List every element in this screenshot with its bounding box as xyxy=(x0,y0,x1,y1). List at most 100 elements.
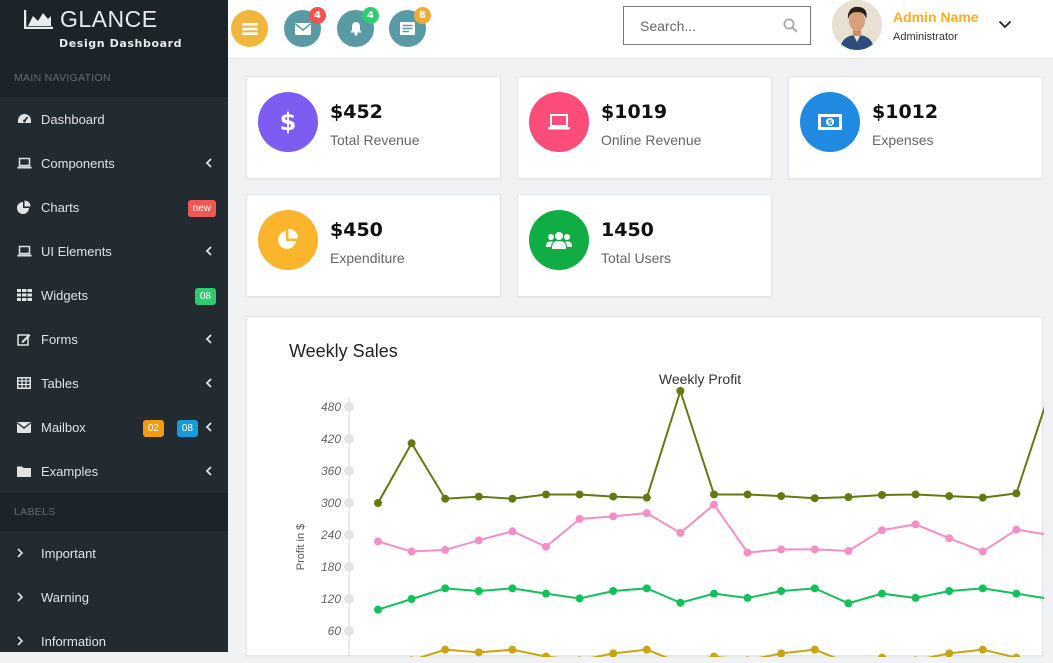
series-2-point xyxy=(945,534,954,543)
pie-chart-icon xyxy=(258,210,318,270)
main-navigation-header: MAIN NAVIGATION xyxy=(0,59,228,97)
sidebar-item-ui-elements[interactable]: UI Elements xyxy=(0,229,228,273)
sidebar-item-widgets[interactable]: Widgets 08 xyxy=(0,273,228,317)
sidebar-item-examples[interactable]: Examples xyxy=(0,449,228,493)
brand[interactable]: GLANCE Design Dashboard xyxy=(0,0,228,59)
user-name[interactable]: Admin Name xyxy=(893,9,979,25)
sidebar-item-dashboard[interactable]: Dashboard xyxy=(0,97,228,141)
y-tick-label: 120 xyxy=(321,592,341,606)
stat-card-total-users: 1450 Total Users xyxy=(517,194,772,297)
avatar[interactable] xyxy=(832,0,882,50)
sidebar-item-label: Examples xyxy=(41,463,99,479)
mailbox-badge-orange: 02 xyxy=(142,420,164,437)
sidebar-item-tables[interactable]: Tables xyxy=(0,361,228,405)
chart-title: Weekly Profit xyxy=(659,371,741,387)
series-4-point xyxy=(878,653,886,657)
stat-card-expenses: $ $1012 Expenses xyxy=(788,76,1043,179)
grid-icon xyxy=(16,288,32,302)
series-1-point xyxy=(710,490,718,499)
topbar: 4 4 8 Admin Name Administrator xyxy=(228,0,1053,59)
series-4-point xyxy=(609,649,618,657)
series-1-point xyxy=(642,493,651,502)
sidebar-item-charts[interactable]: Charts new xyxy=(0,185,228,229)
chevron-left-icon xyxy=(205,378,212,388)
chevron-right-icon xyxy=(17,548,24,558)
tasks-button[interactable]: 8 xyxy=(389,7,431,47)
series-2-point xyxy=(676,528,685,537)
y-tick-label: 60 xyxy=(328,624,342,638)
series-1-point xyxy=(374,499,382,507)
table-icon xyxy=(16,376,32,390)
series-3-point xyxy=(911,593,920,602)
series-1-point xyxy=(844,493,853,502)
sidebar-item-forms[interactable]: Forms xyxy=(0,317,228,361)
series-3-point xyxy=(676,598,685,607)
series-2-point xyxy=(407,547,416,556)
series-1-point xyxy=(441,494,450,503)
series-1-point xyxy=(676,387,685,395)
sidebar-item-components[interactable]: Components xyxy=(0,141,228,185)
series-3-point xyxy=(1012,589,1021,598)
series-3-point xyxy=(777,587,786,595)
y-tick-marker xyxy=(344,498,354,508)
notifications-count-badge: 4 xyxy=(362,7,379,24)
widgets-count-badge: 08 xyxy=(194,288,216,305)
search-input[interactable] xyxy=(624,7,774,44)
label-important[interactable]: Important xyxy=(0,531,228,575)
messages-button[interactable]: 4 xyxy=(284,7,326,47)
search-icon[interactable] xyxy=(783,18,798,33)
user-avatar-image xyxy=(832,0,882,50)
series-2-point xyxy=(642,509,651,518)
chevron-left-icon xyxy=(205,246,212,256)
y-tick-label: 420 xyxy=(321,432,341,446)
label-warning[interactable]: Warning xyxy=(0,575,228,619)
series-1-point xyxy=(575,490,584,499)
series-3-point xyxy=(978,584,987,593)
series-1-point xyxy=(777,492,786,501)
dashboard-icon xyxy=(16,112,32,126)
labels-header: LABELS xyxy=(0,493,228,531)
menu-toggle-button[interactable] xyxy=(231,10,268,47)
label-information[interactable]: Information xyxy=(0,619,228,663)
chevron-right-icon xyxy=(17,592,24,602)
series-2-point xyxy=(474,536,483,545)
series-3-point xyxy=(710,589,718,598)
brand-title: GLANCE xyxy=(60,6,158,32)
sidebar-item-label: Components xyxy=(41,155,115,171)
sidebar-item-label: Forms xyxy=(41,331,78,347)
series-1-point xyxy=(743,490,752,499)
series-3-point xyxy=(945,587,954,595)
notifications-button[interactable]: 4 xyxy=(337,7,379,47)
stat-label: Expenses xyxy=(872,132,934,148)
y-tick-marker xyxy=(344,530,354,540)
series-2-point xyxy=(609,512,618,521)
series-1-point xyxy=(542,490,550,499)
sidebar-item-label: Widgets xyxy=(41,287,88,303)
chevron-right-icon xyxy=(17,636,24,646)
tasks-count-badge: 8 xyxy=(414,7,431,24)
series-2-point xyxy=(374,537,382,546)
series-4-point xyxy=(1012,653,1021,657)
sidebar-item-mailbox[interactable]: Mailbox 02 08 xyxy=(0,405,228,449)
series-2-point xyxy=(978,547,987,556)
series-1-point xyxy=(1012,489,1021,498)
series-2-point xyxy=(743,548,752,557)
weekly-sales-card: Weekly Sales Weekly Profit Profit in $ 60 1… xyxy=(246,316,1044,657)
y-tick-label: 240 xyxy=(320,528,341,542)
series-3-point xyxy=(407,595,416,603)
series-3-point xyxy=(609,587,618,595)
stat-label: Expenditure xyxy=(330,250,405,266)
edit-icon xyxy=(16,332,32,346)
y-tick-marker xyxy=(344,594,354,604)
series-2-point xyxy=(441,545,450,554)
series-line-1 xyxy=(377,387,1044,504)
series-1-point xyxy=(810,494,819,503)
svg-text:$: $ xyxy=(828,119,833,127)
series-1-point xyxy=(911,490,920,499)
chevron-down-icon[interactable] xyxy=(998,20,1012,29)
sidebar: GLANCE Design Dashboard MAIN NAVIGATION … xyxy=(0,0,228,652)
y-tick-marker xyxy=(344,626,354,636)
series-2-point xyxy=(1012,525,1021,534)
stat-card-expenditure: $450 Expenditure xyxy=(246,194,501,297)
stat-value: $1012 xyxy=(872,101,939,123)
